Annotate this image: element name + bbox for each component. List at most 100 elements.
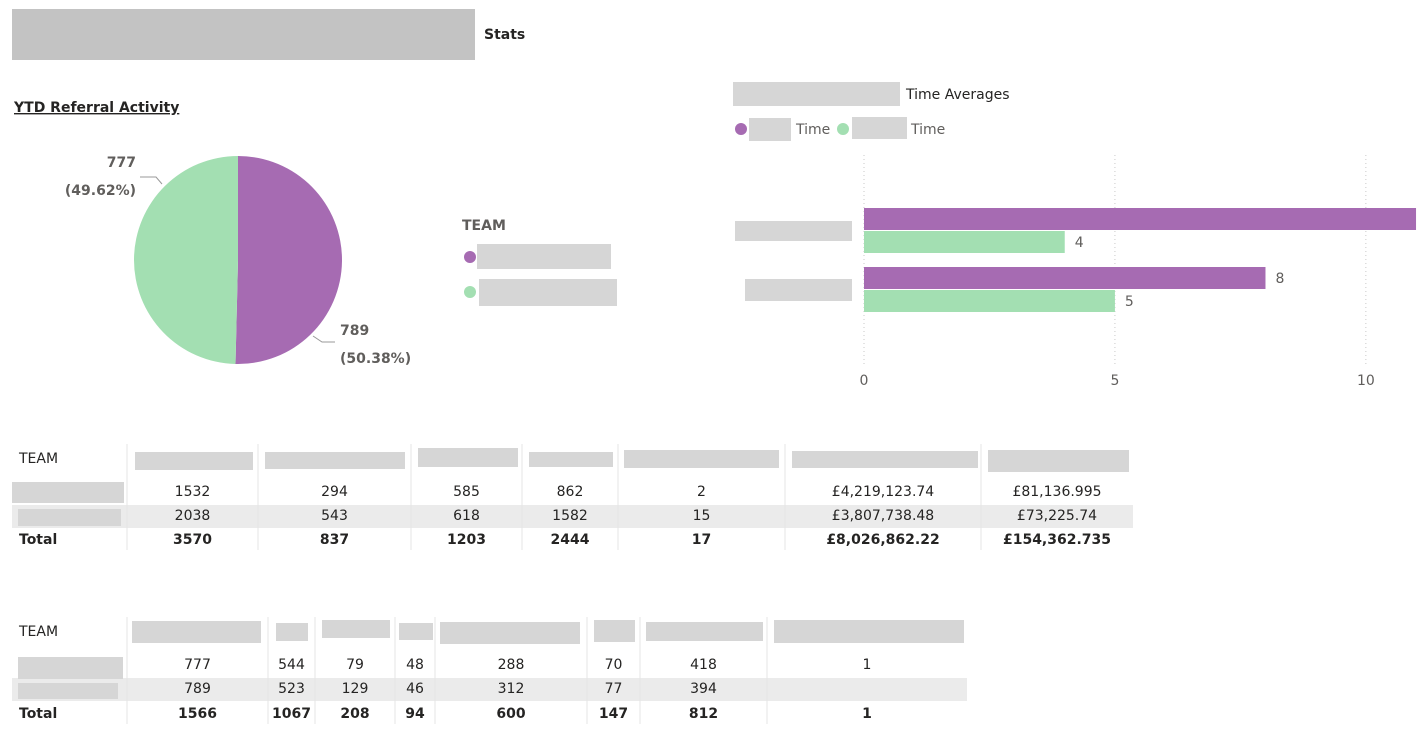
table-cell: 288 — [498, 657, 525, 673]
redacted — [265, 452, 405, 469]
legend-dot — [735, 123, 747, 135]
leader-line — [312, 335, 335, 343]
total-cell: 2444 — [551, 532, 590, 548]
legend-dot — [837, 123, 849, 135]
redacted — [418, 448, 518, 467]
redacted — [988, 450, 1129, 472]
redacted — [529, 452, 613, 467]
redacted — [12, 482, 124, 503]
bar-title: Time Averages — [905, 87, 1010, 103]
table-header: TEAM — [18, 624, 58, 640]
x-tick-label: 5 — [1110, 373, 1119, 389]
legend-dot — [464, 251, 476, 263]
redacted — [479, 279, 617, 306]
legend-title: TEAM — [462, 218, 506, 234]
redacted — [440, 622, 580, 644]
redacted — [774, 620, 964, 643]
data-label: 4 — [1075, 235, 1084, 251]
pie-value-label: 777 — [107, 155, 136, 171]
page-title: Stats — [484, 27, 525, 43]
total-cell: 1 — [862, 706, 872, 722]
redacted — [852, 117, 907, 139]
total-cell: £154,362.735 — [1003, 532, 1111, 548]
table-cell: 1582 — [552, 508, 588, 524]
table-cell: 294 — [321, 484, 348, 500]
table-cell: 46 — [406, 681, 424, 697]
table-cell: 70 — [605, 657, 623, 673]
redacted — [594, 620, 635, 642]
x-tick-label: 0 — [860, 373, 869, 389]
leader-line — [140, 176, 163, 185]
total-cell: 837 — [320, 532, 349, 548]
pie-title: YTD Referral Activity — [13, 100, 179, 116]
total-cell: 17 — [692, 532, 711, 548]
bar — [864, 267, 1266, 289]
total-label: Total — [19, 532, 57, 548]
redacted — [735, 221, 852, 241]
redacted — [792, 451, 978, 468]
table-cell: 862 — [557, 484, 584, 500]
pie-value-label: 789 — [340, 323, 369, 339]
table-cell: 543 — [321, 508, 348, 524]
redacted — [749, 118, 791, 141]
table-cell: 1532 — [175, 484, 211, 500]
pie-percent-label: (49.62%) — [65, 183, 136, 199]
total-cell: 208 — [340, 706, 369, 722]
redacted — [18, 683, 118, 699]
table-cell: 2038 — [175, 508, 211, 524]
table-cell: 48 — [406, 657, 424, 673]
redacted — [399, 623, 433, 640]
redacted — [135, 452, 253, 470]
total-cell: 94 — [405, 706, 425, 722]
table-cell: 1 — [863, 657, 872, 673]
legend-dot — [464, 286, 476, 298]
legend-label: Time — [910, 122, 945, 138]
bar — [864, 208, 1417, 230]
pie-percent-label: (50.38%) — [340, 351, 411, 367]
table-cell: £4,219,123.74 — [832, 484, 935, 500]
table-cell: £73,225.74 — [1017, 508, 1097, 524]
redacted — [18, 657, 123, 679]
redacted — [322, 620, 390, 638]
pie-slice — [133, 156, 238, 364]
redacted — [477, 244, 611, 269]
redacted — [276, 623, 308, 641]
table-cell: 77 — [605, 681, 623, 697]
redacted — [646, 622, 763, 641]
total-cell: £8,026,862.22 — [826, 532, 939, 548]
total-cell: 1566 — [178, 706, 217, 722]
table-cell: 312 — [498, 681, 525, 697]
table-cell: 523 — [278, 681, 305, 697]
table-cell: 2 — [697, 484, 706, 500]
total-cell: 600 — [496, 706, 525, 722]
table-cell: 418 — [690, 657, 717, 673]
table-cell: 544 — [278, 657, 305, 673]
total-cell: 3570 — [173, 532, 212, 548]
data-label: 5 — [1125, 294, 1134, 310]
table-cell: 789 — [184, 681, 211, 697]
table-cell: 394 — [690, 681, 717, 697]
total-label: Total — [19, 706, 57, 722]
legend-label: Time — [795, 122, 830, 138]
redacted — [745, 279, 852, 301]
total-cell: 1067 — [272, 706, 311, 722]
table-cell: 15 — [693, 508, 711, 524]
total-cell: 812 — [689, 706, 718, 722]
bar — [864, 231, 1065, 253]
data-label: 8 — [1275, 271, 1284, 287]
redacted — [733, 82, 900, 106]
bar — [864, 290, 1115, 312]
table-cell: 79 — [346, 657, 364, 673]
table-cell: £3,807,738.48 — [832, 508, 934, 524]
table-header: TEAM — [18, 451, 58, 467]
table-cell: 129 — [342, 681, 369, 697]
redacted — [12, 9, 475, 60]
total-cell: 1203 — [447, 532, 486, 548]
table-cell: £81,136.995 — [1012, 484, 1101, 500]
redacted — [18, 509, 121, 526]
row-band — [12, 678, 967, 701]
pie-slice — [235, 156, 342, 364]
table-cell: 618 — [453, 508, 480, 524]
redacted — [132, 621, 261, 643]
